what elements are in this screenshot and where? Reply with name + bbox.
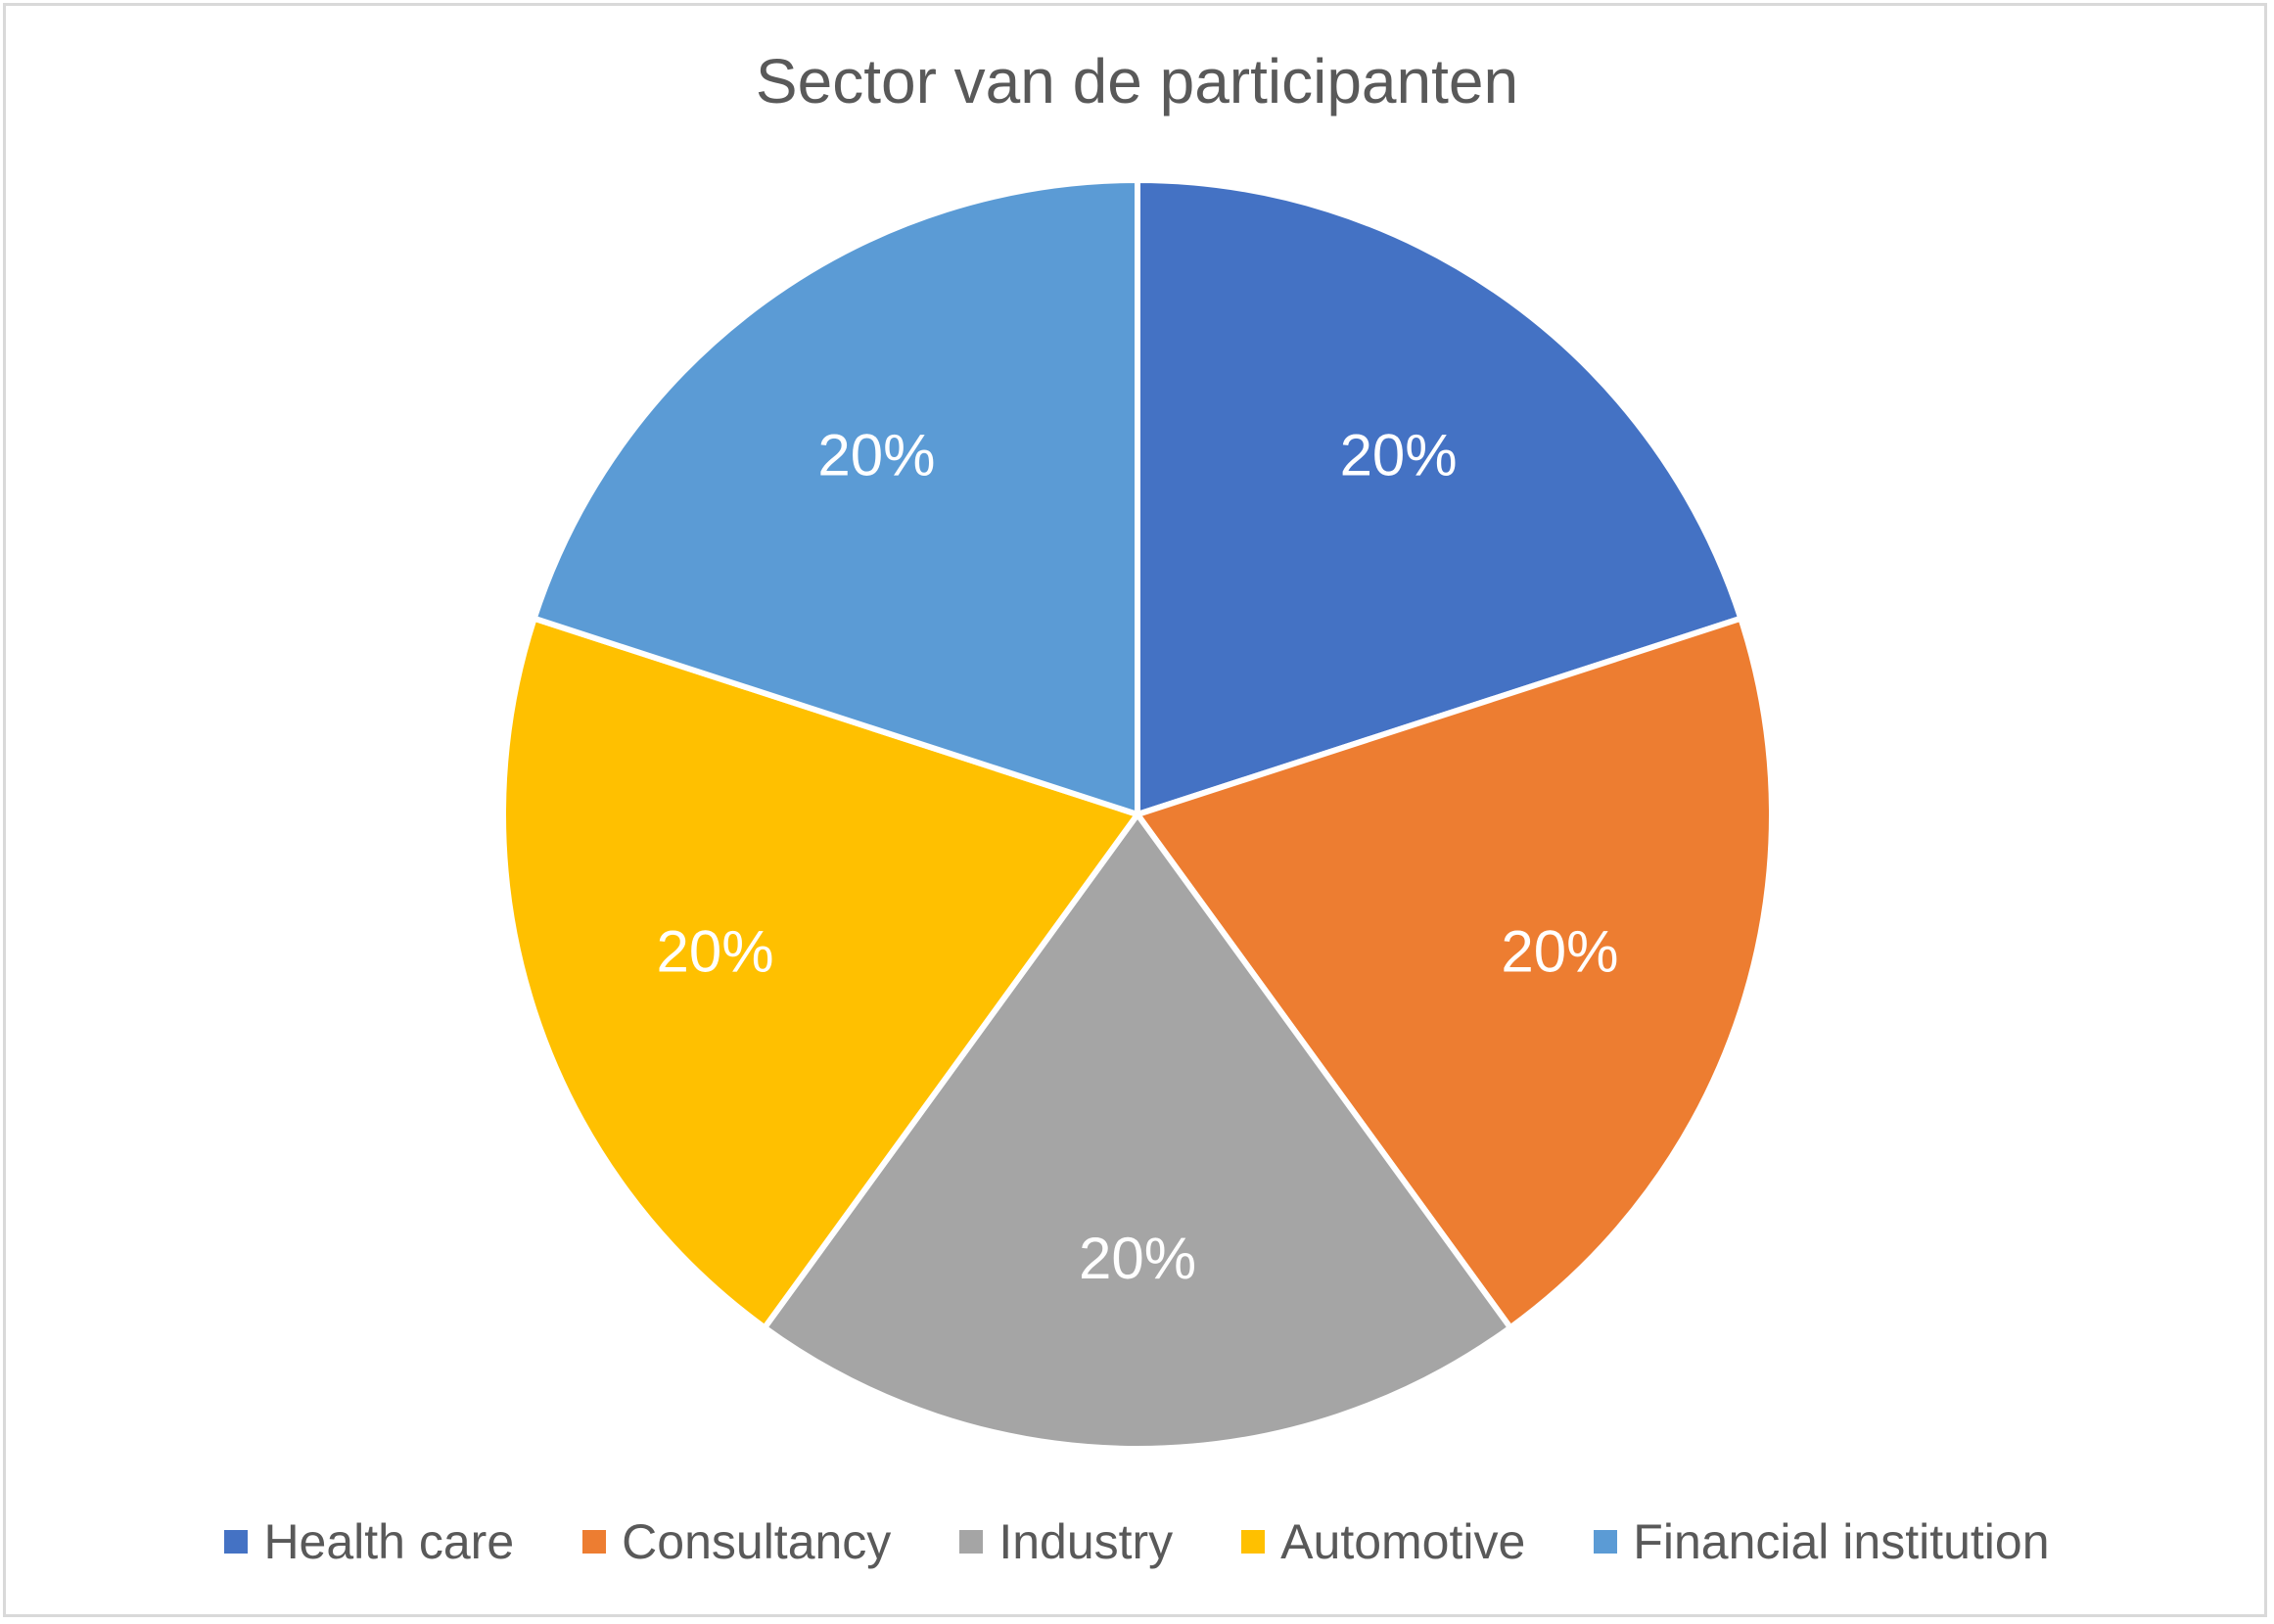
data-label: 20% bbox=[817, 423, 935, 488]
data-label: 20% bbox=[1501, 919, 1618, 985]
legend-item: Industry bbox=[959, 1513, 1173, 1570]
pie-slice-automotive bbox=[500, 615, 1140, 1331]
legend-label: Health care bbox=[263, 1514, 515, 1569]
legend-item: Financial institution bbox=[1594, 1513, 2050, 1570]
legend-swatch bbox=[224, 1530, 249, 1554]
pie-slice-financial-institution bbox=[531, 177, 1140, 817]
legend-item: Health care bbox=[224, 1513, 514, 1570]
pie-slice-health-care bbox=[1135, 177, 1744, 817]
legend-label: Automotive bbox=[1280, 1514, 1526, 1569]
legend-label: Consultancy bbox=[622, 1514, 892, 1569]
legend-swatch bbox=[1241, 1530, 1266, 1554]
data-label: 20% bbox=[1079, 1226, 1196, 1291]
pie-slice-industry bbox=[762, 812, 1513, 1452]
legend: Health care Consultancy Industry Automotive… bbox=[0, 1513, 2274, 1570]
data-label: 20% bbox=[657, 919, 774, 985]
legend-swatch bbox=[959, 1530, 984, 1554]
legend-label: Financial institution bbox=[1633, 1514, 2050, 1569]
legend-item: Automotive bbox=[1241, 1513, 1525, 1570]
data-label: 20% bbox=[1340, 423, 1458, 488]
chart-title: Sector van de participanten bbox=[755, 46, 1519, 116]
legend-swatch bbox=[1594, 1530, 1618, 1554]
legend-item: Consultancy bbox=[582, 1513, 891, 1570]
legend-label: Industry bbox=[998, 1514, 1174, 1569]
legend-swatch bbox=[582, 1530, 607, 1554]
pie-slice-consultancy bbox=[1135, 615, 1775, 1331]
